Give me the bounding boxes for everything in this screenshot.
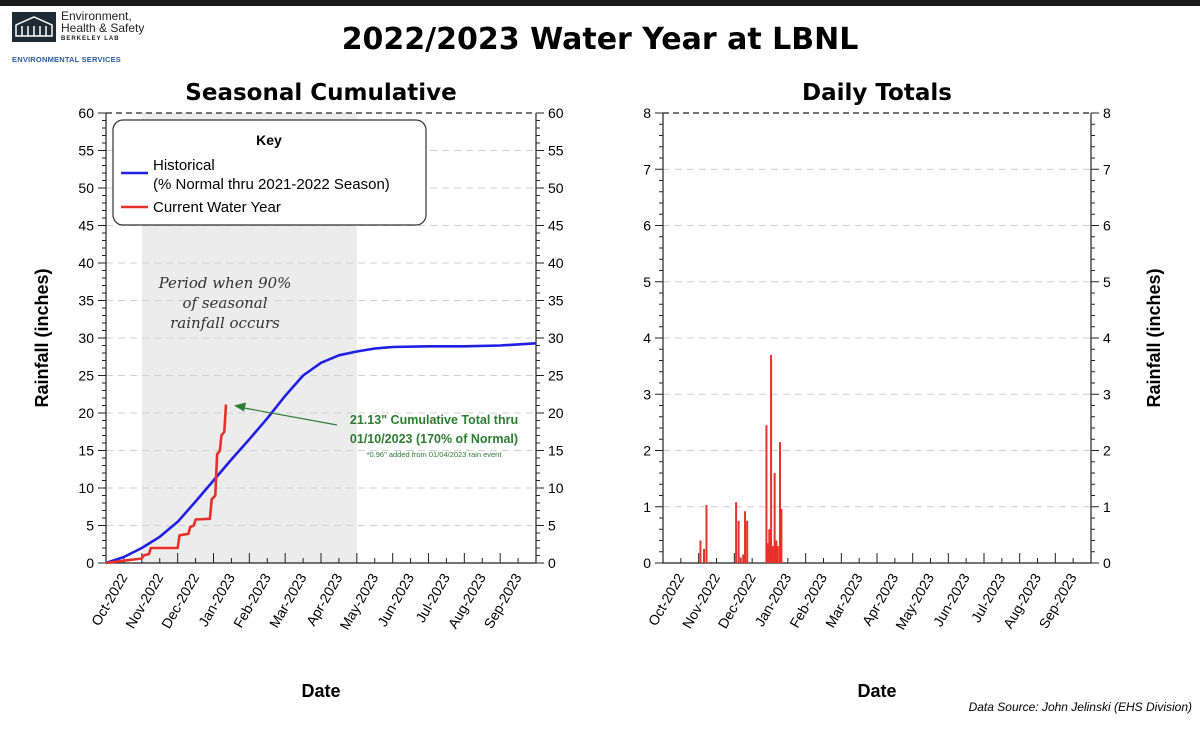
y-tick-label-right: 7 — [1103, 161, 1111, 177]
shaded-period-label: of seasonal — [183, 294, 268, 312]
y-tick-label: 60 — [78, 105, 94, 121]
y-tick-label: 30 — [78, 330, 94, 346]
y-axis-title: Rainfall (inches) — [32, 268, 52, 407]
y-tick-label: 0 — [643, 555, 651, 571]
legend-label-historical: Historical — [153, 157, 215, 174]
y-tick-label-right: 25 — [548, 368, 564, 384]
x-axis-title: Date — [857, 681, 896, 701]
shaded-period-label: rainfall occurs — [170, 314, 280, 332]
y-tick-label: 25 — [78, 368, 94, 384]
y-tick-label-right: 10 — [548, 480, 564, 496]
y-tick-label: 55 — [78, 143, 94, 159]
annotation-line-2: 01/10/2023 (170% of Normal) — [350, 432, 518, 446]
building-icon — [12, 12, 56, 42]
y-tick-label-right: 5 — [548, 518, 556, 534]
y-tick-label-right: 4 — [1103, 330, 1111, 346]
legend-title: Key — [256, 132, 282, 148]
annotation-note: *0.96" added from 01/04/2023 rain event — [367, 450, 503, 459]
y-tick-label-right: 1 — [1103, 499, 1111, 515]
panel-title: Daily Totals — [802, 80, 952, 106]
top-bar — [0, 0, 1200, 6]
y-tick-label-right: 3 — [1103, 386, 1111, 402]
page-title: 2022/2023 Water Year at LBNL — [341, 22, 859, 57]
legend-label-current: Current Water Year — [153, 199, 281, 216]
y-tick-label: 10 — [78, 480, 94, 496]
y-tick-label-right: 2 — [1103, 443, 1111, 459]
y-tick-label-right: 15 — [548, 443, 564, 459]
y-tick-label: 50 — [78, 180, 94, 196]
x-tick-label: Jul-2023 — [412, 570, 453, 625]
y-tick-label-right: 5 — [1103, 274, 1111, 290]
y-tick-label: 2 — [643, 443, 651, 459]
annotation-line-1: 21.13" Cumulative Total thru — [350, 413, 518, 427]
y-axis-title-right: Rainfall (inches) — [1144, 268, 1164, 407]
y-tick-label-right: 0 — [548, 555, 556, 571]
berkeley-lab-logo: Environment, Health & Safety BERKELEY LA… — [12, 10, 162, 68]
legend-box — [112, 119, 427, 226]
y-tick-label: 40 — [78, 255, 94, 271]
logo-line-3: BERKELEY LAB — [61, 36, 120, 42]
annotation-arrow-line — [235, 405, 338, 426]
logo-line-1: Environment, — [61, 9, 132, 23]
y-tick-label: 1 — [643, 499, 651, 515]
y-tick-label-right: 60 — [548, 105, 564, 121]
y-tick-label: 45 — [78, 218, 94, 234]
y-tick-label: 6 — [643, 218, 651, 234]
y-tick-label-right: 45 — [548, 218, 564, 234]
y-tick-label-right: 50 — [548, 180, 564, 196]
y-tick-label: 20 — [78, 405, 94, 421]
y-tick-label-right: 35 — [548, 293, 564, 309]
y-tick-label: 0 — [86, 555, 94, 571]
y-tick-label-right: 8 — [1103, 105, 1111, 121]
y-tick-label: 5 — [86, 518, 94, 534]
y-tick-label-right: 30 — [548, 330, 564, 346]
y-tick-label: 8 — [643, 105, 651, 121]
data-source-note: Data Source: John Jelinski (EHS Division… — [968, 700, 1192, 714]
y-tick-label-right: 0 — [1103, 555, 1111, 571]
y-tick-label: 4 — [643, 330, 651, 346]
shaded-period-label: Period when 90% — [158, 274, 292, 292]
y-tick-label-right: 20 — [548, 405, 564, 421]
y-tick-label: 15 — [78, 443, 94, 459]
y-tick-label: 35 — [78, 293, 94, 309]
series-line-current-water-year — [105, 404, 228, 565]
y-tick-label: 7 — [643, 161, 651, 177]
series-line-historical — [105, 342, 537, 565]
panel-title: Seasonal Cumulative — [185, 80, 456, 106]
logo-line-4: ENVIRONMENTAL SERVICES — [12, 55, 122, 64]
legend-sublabel-historical: (% Normal thru 2021-2022 Season) — [153, 176, 390, 193]
y-tick-label-right: 55 — [548, 143, 564, 159]
logo-line-2: Health & Safety — [61, 21, 145, 35]
y-tick-label-right: 6 — [1103, 218, 1111, 234]
y-tick-label: 3 — [643, 386, 651, 402]
y-tick-label: 5 — [643, 274, 651, 290]
y-tick-label-right: 40 — [548, 255, 564, 271]
annotation-arrow-head — [234, 402, 247, 412]
x-axis-title: Date — [301, 681, 340, 701]
